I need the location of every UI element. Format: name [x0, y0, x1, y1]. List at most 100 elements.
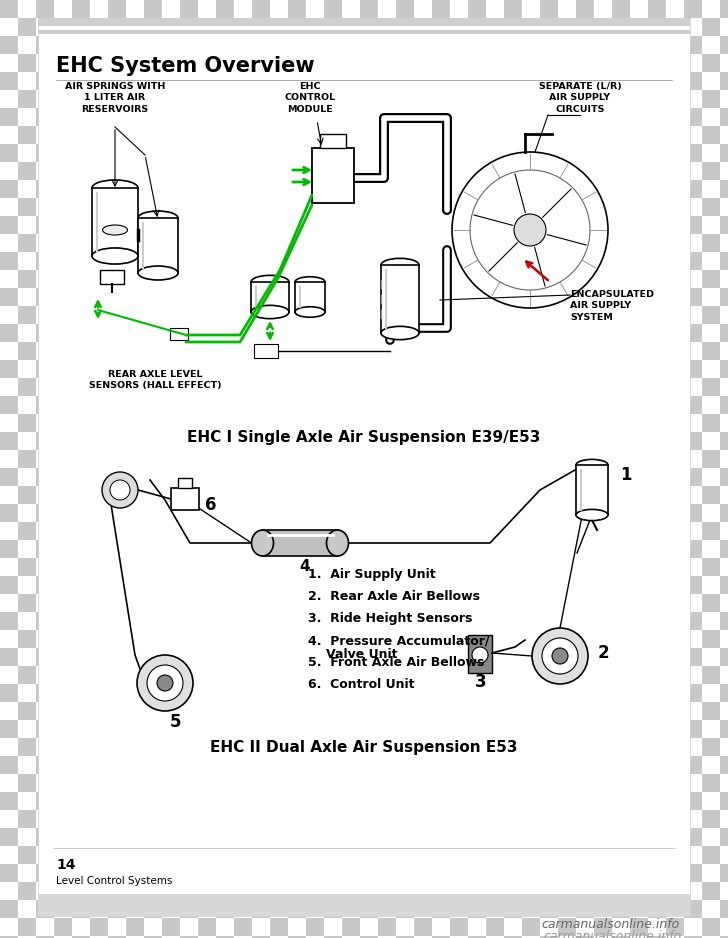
Bar: [504, 252, 522, 270]
Bar: [252, 18, 270, 36]
Bar: [702, 684, 720, 702]
Bar: [558, 684, 576, 702]
Bar: [594, 432, 612, 450]
Bar: [450, 828, 468, 846]
Bar: [648, 54, 666, 72]
Bar: [306, 828, 324, 846]
Bar: [54, 432, 72, 450]
Bar: [468, 738, 486, 756]
Bar: [396, 306, 414, 324]
Text: Level Control Systems: Level Control Systems: [56, 876, 173, 886]
Bar: [558, 882, 576, 900]
Bar: [432, 162, 450, 180]
Bar: [180, 558, 198, 576]
Bar: [270, 918, 288, 936]
Bar: [342, 900, 360, 918]
Bar: [306, 522, 324, 540]
Bar: [540, 756, 558, 774]
Bar: [216, 108, 234, 126]
Bar: [432, 504, 450, 522]
Bar: [666, 846, 684, 864]
Bar: [0, 342, 18, 360]
Bar: [252, 846, 270, 864]
Bar: [0, 72, 18, 90]
Bar: [504, 504, 522, 522]
Bar: [666, 324, 684, 342]
Bar: [684, 756, 702, 774]
Bar: [72, 180, 90, 198]
Bar: [342, 702, 360, 720]
Bar: [234, 522, 252, 540]
Bar: [576, 900, 594, 918]
Bar: [486, 360, 504, 378]
Bar: [360, 108, 378, 126]
Text: 2: 2: [598, 644, 609, 662]
Bar: [468, 522, 486, 540]
Bar: [684, 738, 702, 756]
Bar: [486, 90, 504, 108]
Bar: [36, 360, 54, 378]
Bar: [0, 918, 18, 936]
Bar: [540, 288, 558, 306]
Bar: [648, 900, 666, 918]
Bar: [450, 396, 468, 414]
Bar: [72, 90, 90, 108]
Bar: [720, 396, 728, 414]
Bar: [126, 864, 144, 882]
Bar: [594, 72, 612, 90]
Bar: [684, 666, 702, 684]
Bar: [72, 846, 90, 864]
Bar: [144, 918, 162, 936]
Bar: [666, 36, 684, 54]
Bar: [72, 792, 90, 810]
Bar: [144, 270, 162, 288]
Bar: [558, 54, 576, 72]
Bar: [666, 54, 684, 72]
Bar: [0, 270, 18, 288]
Bar: [306, 450, 324, 468]
Bar: [198, 900, 216, 918]
Bar: [54, 720, 72, 738]
Bar: [486, 72, 504, 90]
Bar: [720, 810, 728, 828]
Bar: [414, 198, 432, 216]
Bar: [450, 54, 468, 72]
Bar: [252, 126, 270, 144]
Bar: [648, 882, 666, 900]
Bar: [234, 270, 252, 288]
Bar: [108, 540, 126, 558]
Bar: [288, 612, 306, 630]
Bar: [612, 540, 630, 558]
Text: 3.  Ride Height Sensors: 3. Ride Height Sensors: [308, 612, 472, 625]
Bar: [171, 488, 199, 510]
Bar: [92, 188, 138, 256]
Bar: [126, 288, 144, 306]
Bar: [648, 594, 666, 612]
Bar: [486, 504, 504, 522]
Bar: [360, 684, 378, 702]
Bar: [144, 234, 162, 252]
Bar: [180, 180, 198, 198]
Bar: [432, 540, 450, 558]
Bar: [324, 162, 342, 180]
Bar: [324, 36, 342, 54]
Bar: [18, 504, 36, 522]
Bar: [558, 198, 576, 216]
Bar: [540, 540, 558, 558]
Bar: [270, 720, 288, 738]
Bar: [324, 468, 342, 486]
Bar: [270, 36, 288, 54]
Bar: [648, 576, 666, 594]
Bar: [504, 378, 522, 396]
Bar: [162, 270, 180, 288]
Bar: [666, 738, 684, 756]
Bar: [522, 756, 540, 774]
Bar: [162, 54, 180, 72]
Bar: [702, 936, 720, 938]
Bar: [576, 216, 594, 234]
Bar: [126, 36, 144, 54]
Bar: [18, 900, 36, 918]
Bar: [684, 144, 702, 162]
Bar: [684, 522, 702, 540]
Bar: [414, 414, 432, 432]
